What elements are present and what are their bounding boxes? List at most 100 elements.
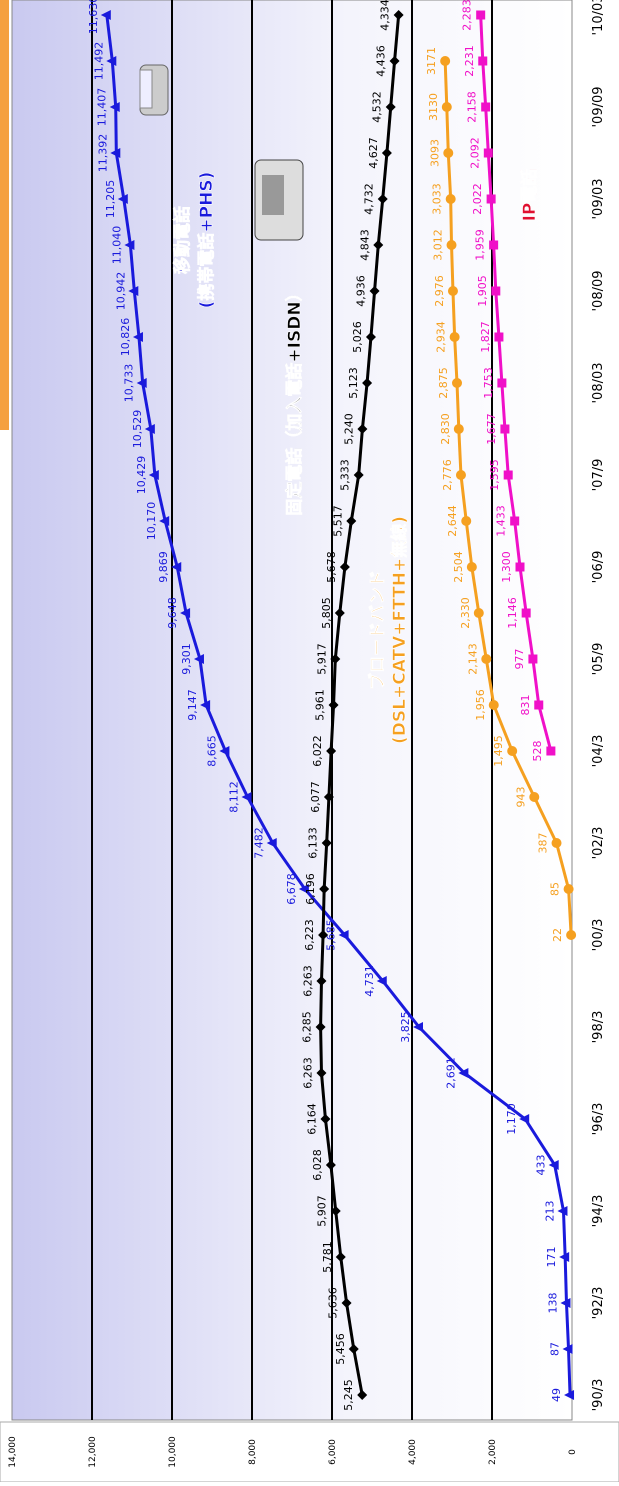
x-tick-label: '90/3 [591,1379,606,1412]
marker [180,608,191,618]
value-label: 2,875 [437,367,450,399]
x-tick-label: '94/3 [591,1195,606,1228]
marker [453,424,464,434]
marker [546,746,556,756]
value-label: 1,959 [474,229,487,261]
series-line [443,60,573,936]
value-label: 11,040 [110,226,123,265]
marker [458,1068,469,1078]
marker [338,930,349,940]
value-label: 6,223 [303,919,316,951]
value-label: 528 [531,741,544,762]
marker [315,1022,326,1032]
value-label: 2,143 [466,643,479,675]
value-label: 1,956 [474,689,487,721]
y-tick-label: 2,000 [488,1439,498,1465]
value-label: 4,843 [358,229,371,261]
marker [193,654,204,664]
value-label: 5,240 [342,413,355,445]
value-label: 49 [550,1388,563,1402]
marker [298,884,309,894]
marker [241,792,252,802]
marker [117,194,128,204]
value-label: 433 [535,1155,548,1176]
value-label: 5,636 [327,1287,340,1319]
value-label: 2,976 [433,275,446,307]
value-label: 138 [546,1293,559,1314]
x-tick-label: '09/03 [591,178,606,219]
y-tick-label: 0 [568,1449,578,1455]
marker [346,516,357,526]
value-label: 85 [549,882,562,896]
marker [441,102,452,112]
marker [376,976,387,986]
marker [548,1160,559,1170]
value-label: 10,826 [119,318,132,357]
x-tick-label: '05/9 [591,643,606,676]
value-label: 1,827 [479,321,492,353]
value-label: 9,147 [186,689,199,721]
value-label: 2,776 [441,459,454,491]
value-label: 9,869 [157,551,170,583]
value-label: 2,504 [452,551,465,583]
value-label: 4,936 [355,275,368,307]
marker [510,516,520,526]
marker [323,792,334,802]
marker [109,102,120,112]
marker [473,608,484,618]
marker [353,470,364,480]
value-label: 1,495 [492,735,505,767]
marker [365,332,376,342]
x-tick-label: '98/3 [591,1011,606,1044]
value-label: 6,077 [309,781,322,813]
marker [334,608,345,618]
marker [159,516,170,526]
value-label: 3093 [428,139,441,167]
value-label: 7,482 [253,827,266,859]
value-label: 22 [551,928,564,942]
marker [330,654,341,664]
y-tick-label: 14,000 [8,1436,18,1468]
marker [446,240,457,250]
marker [478,56,488,66]
marker [486,194,496,204]
value-label: 6,164 [305,1103,318,1135]
marker [357,424,368,434]
marker [330,1206,341,1216]
value-label: 6,022 [311,735,324,767]
y-tick-label: 12,000 [88,1436,98,1468]
marker [381,148,392,158]
x-tick-label: '08/03 [591,362,606,403]
annotation: (携帯電話+PHS) [196,172,217,309]
value-label: 1,433 [495,505,508,537]
value-label: 6,285 [301,1011,314,1043]
x-tick-label: '10/03 [591,0,606,36]
marker [385,102,396,112]
value-label: 5,517 [331,505,344,537]
value-label: 1,595 [488,459,501,491]
marker [528,654,538,664]
value-label: 2,022 [471,183,484,215]
value-label: 5,026 [351,321,364,353]
value-label: 8,665 [205,735,218,767]
value-label: 87 [549,1342,562,1356]
value-label: 4,627 [367,137,380,169]
value-label: 5,907 [316,1195,329,1227]
marker [335,1252,346,1262]
marker [389,56,400,66]
marker [481,102,491,112]
marker [144,424,155,434]
value-label: 387 [537,833,550,854]
marker [447,286,458,296]
value-label: 10,429 [135,456,148,495]
value-label: 11,392 [96,134,109,173]
value-label: 213 [543,1201,556,1222]
value-label: 3,012 [432,229,445,261]
marker [148,470,159,480]
marker [325,1160,336,1170]
marker [362,378,373,388]
value-label: 1,905 [476,275,489,307]
value-label: 1,677 [485,413,498,445]
marker [316,976,327,986]
x-tick-label: '96/3 [591,1103,606,1136]
